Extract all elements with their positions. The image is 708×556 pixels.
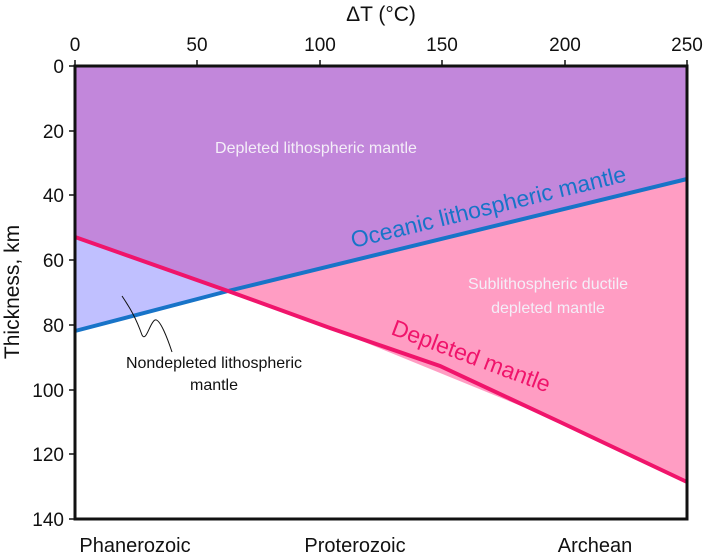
y-tick-labels: 0 20 40 60 80 100 120 140 [32, 57, 64, 531]
x-tick-label: 250 [671, 35, 703, 56]
y-tick-label: 120 [32, 445, 64, 466]
y-tick-label: 80 [43, 316, 64, 337]
y-ticks [69, 65, 75, 520]
region-sublithospheric-mantle [228, 179, 687, 482]
y-tick-label: 20 [43, 122, 64, 143]
depleted-mantle-line [74, 235, 688, 484]
leader-line [121, 295, 173, 353]
x-tick-label: 200 [549, 35, 581, 56]
y-tick-label: 0 [53, 57, 64, 78]
x-tick-labels: 0 50 100 150 200 250 [70, 35, 703, 56]
label-sublithospheric-line1: Sublithospheric ductile [468, 276, 628, 293]
y-axis-title: Thickness, km [1, 225, 24, 359]
label-nondepleted-line1: Nondepleted lithospheric [126, 355, 302, 372]
x-ticks [74, 60, 688, 66]
y-tick-label: 140 [32, 510, 64, 531]
plot-frame [73, 64, 689, 521]
x-axis-title: ΔT (°C) [346, 3, 416, 26]
region-depleted-lithospheric-mantle [75, 66, 687, 291]
x-tick-label: 50 [186, 35, 207, 56]
x-tick-label: 150 [426, 35, 458, 56]
era-proterozoic: Proterozoic [304, 535, 405, 556]
label-depleted-lithospheric-mantle: Depleted lithospheric mantle [215, 140, 417, 157]
x-tick-label: 0 [70, 35, 81, 56]
region-nondepleted-lithospheric-mantle [75, 237, 228, 331]
x-tick-label: 100 [304, 35, 336, 56]
y-tick-label: 40 [43, 186, 64, 207]
label-nondepleted-line2: mantle [190, 377, 238, 394]
y-tick-label: 60 [43, 251, 64, 272]
era-phanerozoic: Phanerozoic [79, 535, 190, 556]
y-tick-label: 100 [32, 381, 64, 402]
era-archean: Archean [558, 535, 633, 556]
label-sublithospheric-line2: depleted mantle [491, 300, 605, 317]
